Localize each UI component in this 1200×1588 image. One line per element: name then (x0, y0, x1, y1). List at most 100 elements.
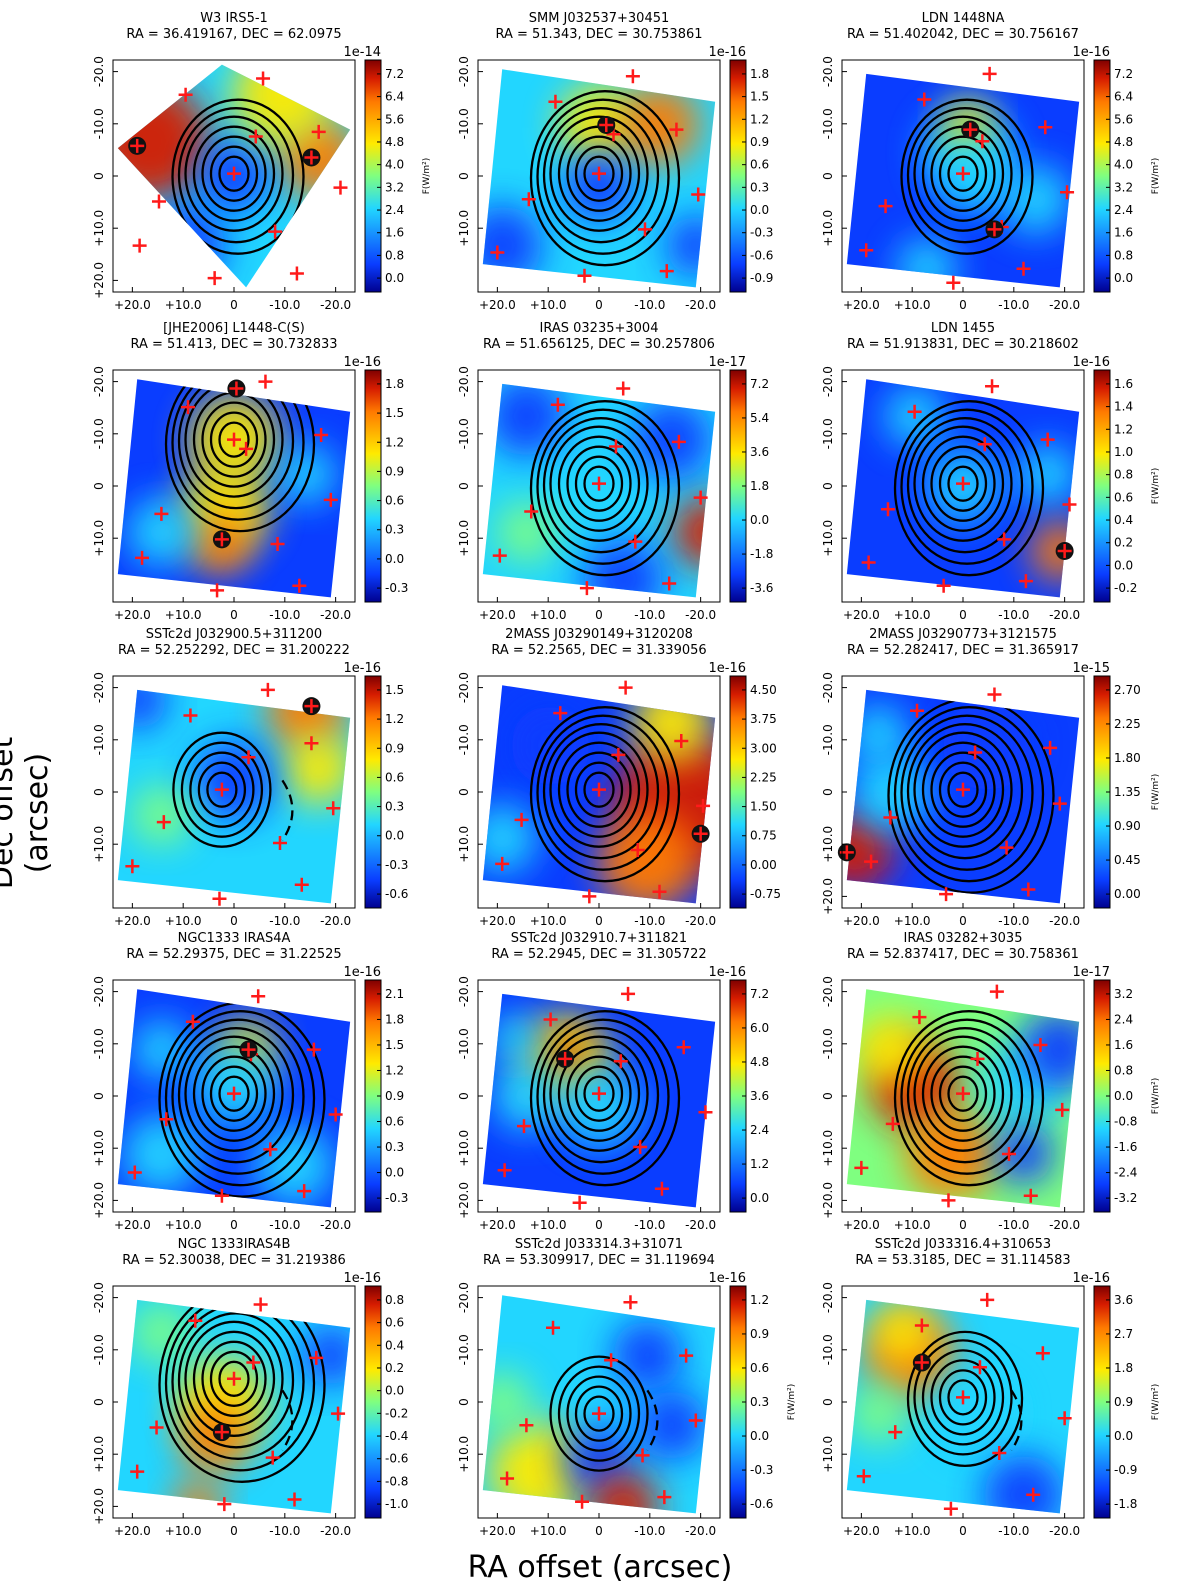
x-tick-label: +10.0 (530, 1218, 567, 1232)
colorbar-tick-label: 4.0 (385, 158, 404, 172)
colorbar-tick-label: 0.0 (385, 1384, 404, 1398)
x-tick-label: +10.0 (530, 298, 567, 312)
colorbar-label: F(W/m²) (1151, 1078, 1161, 1115)
source-marker (550, 397, 565, 412)
source-marker (616, 381, 631, 396)
panel-subtitle: RA = 51.343, DEC = 30.753861 (495, 27, 702, 42)
x-tick-label: +20.0 (843, 914, 880, 928)
contour-line-negative (1010, 1389, 1023, 1452)
source-marker (914, 1355, 929, 1370)
source-marker (328, 1107, 343, 1122)
colorbar-tick-label: -0.6 (750, 1497, 773, 1511)
source-marker (212, 891, 227, 906)
contour-line (906, 1330, 1024, 1468)
colorbar-tick-label: 2.4 (1114, 1012, 1133, 1026)
source-marker (582, 889, 597, 904)
source-marker (185, 1014, 200, 1029)
panel-subtitle: RA = 52.2565, DEC = 31.339056 (491, 643, 706, 658)
x-tick-label: -10.0 (634, 914, 665, 928)
source-marker (1057, 543, 1072, 558)
x-tick-label: -10.0 (269, 298, 300, 312)
colorbar-tick-label: 1.2 (750, 1157, 769, 1171)
flux-blob (631, 685, 712, 763)
source-marker (608, 439, 623, 454)
source-marker (878, 199, 893, 214)
source-marker (623, 1295, 638, 1310)
source-marker (679, 1348, 694, 1363)
contour-line (900, 714, 1034, 871)
y-tick-label: +10.0 (821, 1130, 835, 1167)
source-marker (625, 69, 640, 84)
y-tick-label: +20.0 (821, 1182, 835, 1219)
source-marker (495, 856, 510, 871)
colorbar-tick-label: 1.2 (750, 112, 769, 126)
colorbar-tick-label: -1.6 (1114, 1140, 1137, 1154)
source-marker (500, 1471, 515, 1486)
flux-blob (283, 733, 351, 804)
contour-line (549, 731, 649, 848)
panel-subtitle: RA = 52.2945, DEC = 31.305722 (491, 947, 706, 962)
y-tick-label: 0 (92, 788, 106, 796)
colorbar-tick-label: 6.4 (1114, 90, 1133, 104)
colorbar-tick-label: 1.2 (1114, 422, 1133, 436)
colorbar-tick-label: 0.0 (385, 829, 404, 843)
contour-line (574, 1065, 624, 1122)
source-marker (314, 427, 329, 442)
flux-blob (491, 1061, 562, 1131)
colorbar-scale: 1e-16 (708, 965, 746, 980)
y-tick-label: +10.0 (457, 520, 471, 557)
contour-line (164, 1010, 316, 1187)
contour-line (557, 1045, 641, 1142)
colorbar-tick-label: 0.8 (1114, 1063, 1133, 1077)
colorbar-tick-label: 0.0 (1114, 1089, 1133, 1103)
source-marker (1043, 740, 1058, 755)
colorbar (729, 59, 747, 293)
y-tick-label: -10.0 (92, 724, 106, 755)
colorbar-tick-label: 0.4 (385, 1338, 404, 1352)
source-marker (227, 1371, 241, 1386)
y-tick-label: +20.0 (92, 1488, 106, 1525)
x-axis-label: RA offset (arcsec) (467, 1550, 733, 1585)
source-marker (693, 826, 708, 841)
source-marker (1038, 120, 1053, 135)
y-tick-label: -10.0 (92, 1028, 106, 1059)
contour-line (930, 1055, 996, 1132)
y-tick-label: 0 (92, 172, 106, 180)
x-tick-label: -20.0 (685, 1524, 716, 1538)
x-tick-label: -20.0 (320, 1218, 351, 1232)
y-tick-label: +20.0 (92, 1182, 106, 1219)
source-marker (688, 1413, 703, 1428)
source-marker (982, 66, 997, 81)
flux-blob (855, 1014, 926, 1085)
source-marker (956, 476, 970, 491)
y-tick-label: +10.0 (821, 210, 835, 247)
contour-line (218, 155, 250, 192)
colorbar-tick-label: 3.75 (750, 712, 777, 726)
y-tick-label: +10.0 (92, 520, 106, 557)
contour-line (893, 400, 1045, 577)
contour-line (947, 771, 979, 808)
x-tick-label: 0 (595, 1218, 603, 1232)
colorbar-tick-label: 5.6 (1114, 112, 1133, 126)
x-tick-label: -10.0 (998, 608, 1029, 622)
colorbar-tick-label: 0.0 (1114, 558, 1133, 572)
source-marker (260, 682, 275, 697)
colorbar-label: F(W/m²) (422, 158, 432, 195)
source-marker (246, 1355, 261, 1370)
flux-blob (1000, 164, 1071, 235)
contour-line (921, 1349, 1005, 1446)
y-tick-label: 0 (457, 1092, 471, 1100)
x-tick-label: -10.0 (269, 914, 300, 928)
x-tick-label: -10.0 (634, 1524, 665, 1538)
colorbar (364, 369, 382, 603)
colorbar-tick-label: 5.6 (385, 112, 404, 126)
source-marker (181, 400, 196, 415)
y-tick-label: +10.0 (821, 520, 835, 557)
colorbar-tick-label: -1.8 (1114, 1497, 1137, 1511)
colorbar-tick-label: 3.6 (1114, 1293, 1133, 1307)
colorbar-tick-label: 1.0 (1114, 445, 1133, 459)
contour-line (180, 741, 264, 838)
source-marker (963, 122, 978, 137)
source-marker (497, 1163, 512, 1178)
colorbar-tick-label: 0.00 (1114, 887, 1141, 901)
